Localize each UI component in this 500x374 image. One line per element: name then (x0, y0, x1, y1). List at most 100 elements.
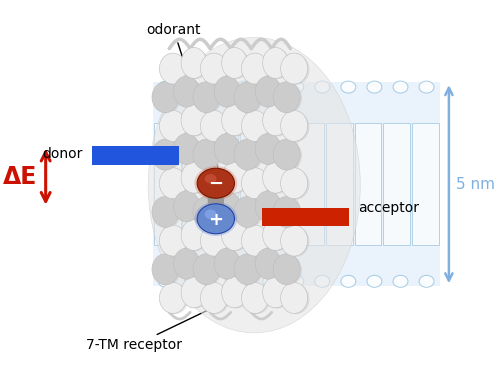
Ellipse shape (234, 139, 261, 170)
Ellipse shape (154, 83, 181, 113)
Ellipse shape (176, 250, 201, 280)
Ellipse shape (216, 250, 242, 280)
Ellipse shape (262, 47, 288, 79)
Ellipse shape (200, 282, 228, 313)
Ellipse shape (195, 141, 222, 171)
Ellipse shape (202, 227, 230, 257)
Ellipse shape (224, 278, 249, 309)
Bar (326, 123, 352, 245)
Ellipse shape (174, 248, 200, 279)
Circle shape (197, 168, 234, 198)
Ellipse shape (282, 169, 310, 199)
Ellipse shape (193, 82, 220, 113)
Ellipse shape (214, 134, 240, 165)
Text: 7-TM receptor: 7-TM receptor (86, 310, 208, 352)
Circle shape (197, 204, 234, 234)
Circle shape (210, 81, 226, 93)
Ellipse shape (162, 227, 188, 257)
Bar (154, 123, 180, 245)
Ellipse shape (200, 225, 228, 256)
Ellipse shape (280, 110, 307, 141)
Ellipse shape (214, 191, 240, 222)
Bar (268, 123, 295, 245)
Ellipse shape (181, 105, 206, 136)
Ellipse shape (236, 255, 263, 285)
Ellipse shape (160, 168, 186, 199)
Ellipse shape (273, 139, 300, 170)
Ellipse shape (264, 106, 290, 137)
Ellipse shape (181, 162, 206, 193)
Ellipse shape (176, 192, 201, 223)
Bar (262, 208, 348, 226)
Ellipse shape (222, 47, 248, 79)
Ellipse shape (242, 225, 268, 256)
Ellipse shape (154, 141, 181, 171)
Text: +: + (208, 211, 224, 229)
Ellipse shape (275, 198, 302, 228)
Ellipse shape (275, 255, 302, 285)
Circle shape (158, 81, 174, 93)
Bar (383, 123, 410, 245)
Ellipse shape (244, 112, 270, 142)
Ellipse shape (222, 220, 248, 251)
Ellipse shape (202, 284, 230, 314)
Ellipse shape (280, 53, 307, 84)
Ellipse shape (262, 105, 288, 136)
Bar (92, 146, 178, 165)
Ellipse shape (195, 255, 222, 285)
Ellipse shape (257, 250, 282, 280)
Bar (297, 123, 324, 245)
Ellipse shape (264, 278, 290, 309)
Circle shape (194, 202, 238, 236)
Ellipse shape (242, 53, 268, 84)
Bar (211, 123, 238, 245)
Ellipse shape (183, 221, 208, 251)
Circle shape (393, 275, 408, 287)
Ellipse shape (193, 196, 220, 227)
Ellipse shape (174, 76, 200, 107)
Ellipse shape (244, 55, 270, 85)
Ellipse shape (275, 141, 302, 171)
Circle shape (367, 81, 382, 93)
Circle shape (262, 275, 278, 287)
Ellipse shape (202, 112, 230, 142)
Ellipse shape (255, 76, 281, 107)
Ellipse shape (273, 254, 300, 285)
Ellipse shape (154, 255, 181, 285)
Ellipse shape (174, 134, 200, 165)
Ellipse shape (152, 139, 179, 170)
Circle shape (184, 275, 200, 287)
Ellipse shape (255, 134, 281, 165)
Ellipse shape (273, 196, 300, 227)
Ellipse shape (152, 254, 179, 285)
Ellipse shape (273, 82, 300, 113)
Ellipse shape (160, 110, 186, 141)
Ellipse shape (264, 221, 290, 251)
Bar (182, 123, 210, 245)
Circle shape (419, 81, 434, 93)
Circle shape (289, 275, 304, 287)
Circle shape (393, 81, 408, 93)
Bar (412, 123, 438, 245)
Ellipse shape (202, 169, 230, 199)
Ellipse shape (280, 282, 307, 313)
Circle shape (367, 275, 382, 287)
Ellipse shape (148, 37, 360, 333)
Ellipse shape (257, 78, 282, 108)
Ellipse shape (224, 49, 249, 79)
Ellipse shape (222, 162, 248, 193)
Ellipse shape (214, 76, 240, 107)
Ellipse shape (216, 135, 242, 165)
Ellipse shape (257, 192, 282, 223)
Ellipse shape (183, 106, 208, 137)
Ellipse shape (160, 53, 186, 84)
Ellipse shape (244, 227, 270, 257)
Ellipse shape (264, 164, 290, 194)
Ellipse shape (234, 196, 261, 227)
Ellipse shape (216, 192, 242, 223)
Ellipse shape (216, 78, 242, 108)
Ellipse shape (174, 191, 200, 222)
Bar (153, 82, 440, 286)
Ellipse shape (257, 135, 282, 165)
Ellipse shape (195, 83, 222, 113)
